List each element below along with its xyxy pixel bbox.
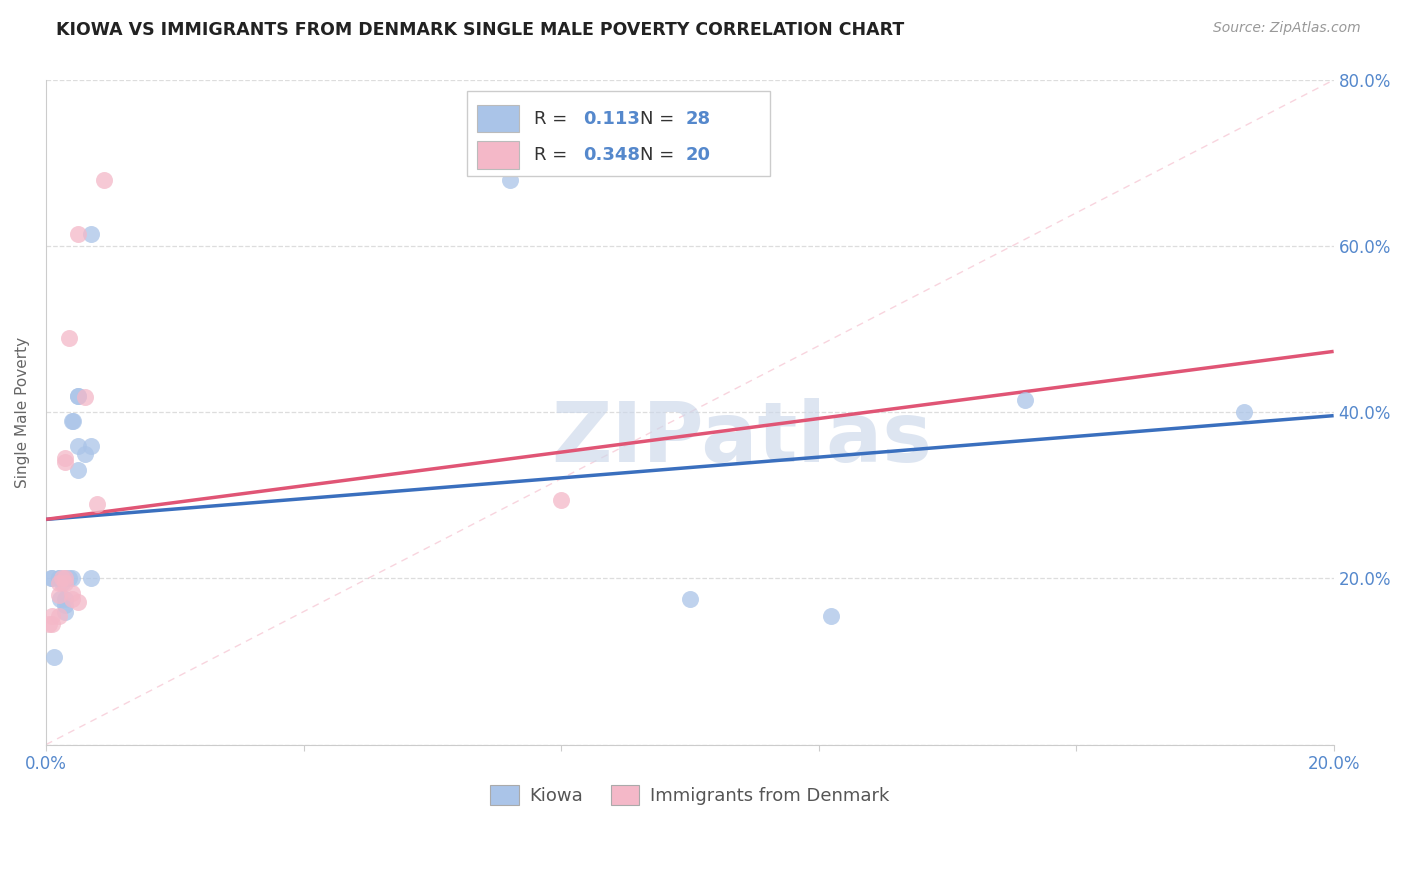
Point [53,592,76,607]
Point [80,571,103,585]
Point [58,571,80,585]
Point [51,571,73,585]
Point [53,455,76,469]
Point [80,227,103,241]
Legend: Kiowa, Immigrants from Denmark: Kiowa, Immigrants from Denmark [482,778,897,812]
Point [48,571,70,585]
Point [53,598,76,612]
Point [67,463,90,477]
Point [53,571,76,585]
Point [60,586,83,600]
Point [51,575,73,590]
Text: 0.113: 0.113 [583,110,640,128]
Text: ZIPatlas: ZIPatlas [551,399,932,479]
Point [1014,392,1036,407]
Point [48,575,70,590]
Text: R =: R = [534,146,574,164]
Point [53,575,76,590]
Point [42,650,65,665]
Text: 20: 20 [686,146,711,164]
Text: 28: 28 [686,110,711,128]
Point [550,492,572,507]
Point [86,497,108,511]
Point [53,571,76,585]
FancyBboxPatch shape [478,104,519,133]
Point [39,571,62,585]
Point [41,608,63,623]
Point [48,608,70,623]
Point [820,608,842,623]
Text: N =: N = [640,110,679,128]
Point [48,588,70,602]
Point [53,450,76,465]
Point [73,447,96,461]
Point [60,571,83,585]
Point [41,571,63,585]
Point [498,172,520,186]
Point [60,592,83,607]
Point [679,592,702,607]
Point [41,617,63,632]
Point [80,438,103,452]
Y-axis label: Single Male Poverty: Single Male Poverty [15,336,30,488]
FancyBboxPatch shape [467,91,769,177]
Text: KIOWA VS IMMIGRANTS FROM DENMARK SINGLE MALE POVERTY CORRELATION CHART: KIOWA VS IMMIGRANTS FROM DENMARK SINGLE … [56,21,904,39]
Point [67,595,90,609]
Point [48,571,70,585]
Text: Source: ZipAtlas.com: Source: ZipAtlas.com [1213,21,1361,36]
Text: 0.348: 0.348 [583,146,640,164]
Point [67,438,90,452]
Point [49,592,72,607]
Point [60,414,83,428]
Point [73,390,96,404]
Text: N =: N = [640,146,679,164]
Point [67,389,90,403]
Text: R =: R = [534,110,574,128]
Point [67,227,90,241]
Point [58,330,80,344]
Point [93,172,115,186]
Point [67,389,90,403]
Point [1232,405,1254,419]
Point [38,617,60,632]
Point [53,605,76,619]
FancyBboxPatch shape [478,141,519,169]
Point [62,414,84,428]
